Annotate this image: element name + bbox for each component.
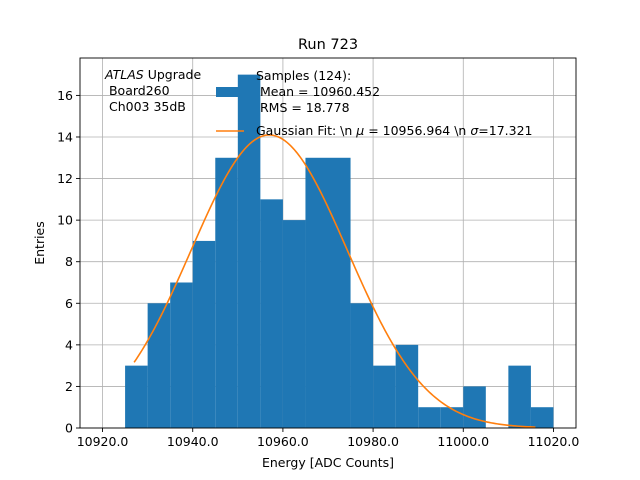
legend-samples-line-2: Mean = 10960.452 [256, 84, 380, 99]
histogram-bar-12 [395, 344, 419, 428]
x-tick-label-3: 10980.0 [347, 434, 399, 449]
histogram-bar-7 [282, 220, 306, 428]
histogram-bar-15 [463, 386, 486, 428]
y-axis-label: Entries [32, 221, 47, 265]
legend-fit-sigma: σ [470, 123, 479, 138]
histogram-bar-11 [373, 365, 396, 428]
histogram-bar-0 [125, 365, 148, 428]
histogram-bar-6 [260, 199, 283, 428]
y-tick-label-4: 8 [65, 254, 73, 269]
histogram-bar-13 [418, 407, 441, 428]
x-tick-label-4: 11000.0 [437, 434, 489, 449]
legend-fit-label: Gaussian Fit: \n μ = 10956.964 \n σ=17.3… [256, 123, 533, 138]
histogram-bars [125, 74, 554, 429]
legend-samples-line-1: Samples (124): [256, 68, 351, 83]
x-axis-label: Energy [ADC Counts] [262, 455, 394, 470]
legend-fit-text-2: = 10956.964 \n [364, 123, 470, 138]
atlas-annotation: ATLAS Upgrade Board260 Ch003 35dB [104, 67, 201, 114]
legend-patch-samples [216, 87, 244, 97]
y-tick-label-8: 16 [57, 88, 73, 103]
x-tick-label-5: 11020.0 [528, 434, 580, 449]
histogram-bar-10 [350, 303, 374, 428]
legend-fit-text-1: Gaussian Fit: \n [256, 123, 356, 138]
gaussian-fit-line [133, 134, 536, 428]
histogram-bar-8 [305, 157, 328, 429]
y-tick-label-3: 6 [65, 296, 73, 311]
histogram-bar-5 [237, 74, 261, 428]
annotation-atlas-italic: ATLAS [104, 67, 144, 82]
histogram-bar-18 [530, 407, 554, 428]
x-tick-label-0: 10920.0 [77, 434, 129, 449]
y-tick-label-1: 2 [65, 379, 73, 394]
chart-title: Run 723 [298, 37, 358, 53]
y-tick-label-7: 14 [57, 129, 73, 144]
legend: Samples (124): Mean = 10960.452 RMS = 18… [216, 68, 533, 138]
annotation-line-1: ATLAS Upgrade [104, 67, 201, 82]
legend-fit-text-3: =17.321 [478, 123, 532, 138]
histogram-bar-4 [215, 157, 238, 429]
histogram-bar-14 [440, 407, 464, 428]
histogram-bar-17 [508, 365, 531, 428]
axes: 10920.0 10940.0 10960.0 10980.0 11000.0 11020… [57, 57, 580, 449]
y-tick-label-0: 0 [65, 421, 73, 436]
annotation-upgrade: Upgrade [144, 67, 202, 82]
histogram-bar-1 [147, 303, 171, 428]
y-tick-label-5: 10 [57, 213, 73, 228]
histogram-bar-2 [170, 282, 193, 428]
annotation-line-3: Ch003 35dB [105, 99, 186, 114]
histogram-bar-3 [192, 240, 216, 428]
y-tick-label-2: 4 [65, 337, 73, 352]
histogram-bar-9 [328, 157, 351, 429]
legend-samples-line-3: RMS = 18.778 [256, 100, 350, 115]
gaussian-fit [133, 134, 536, 428]
legend-fit-mu: μ [355, 123, 364, 138]
x-tick-label-2: 10960.0 [257, 434, 309, 449]
y-tick-label-6: 12 [57, 171, 73, 186]
axes-frame [79, 57, 577, 429]
x-tick-label-1: 10940.0 [167, 434, 219, 449]
annotation-line-2: Board260 [105, 83, 170, 98]
